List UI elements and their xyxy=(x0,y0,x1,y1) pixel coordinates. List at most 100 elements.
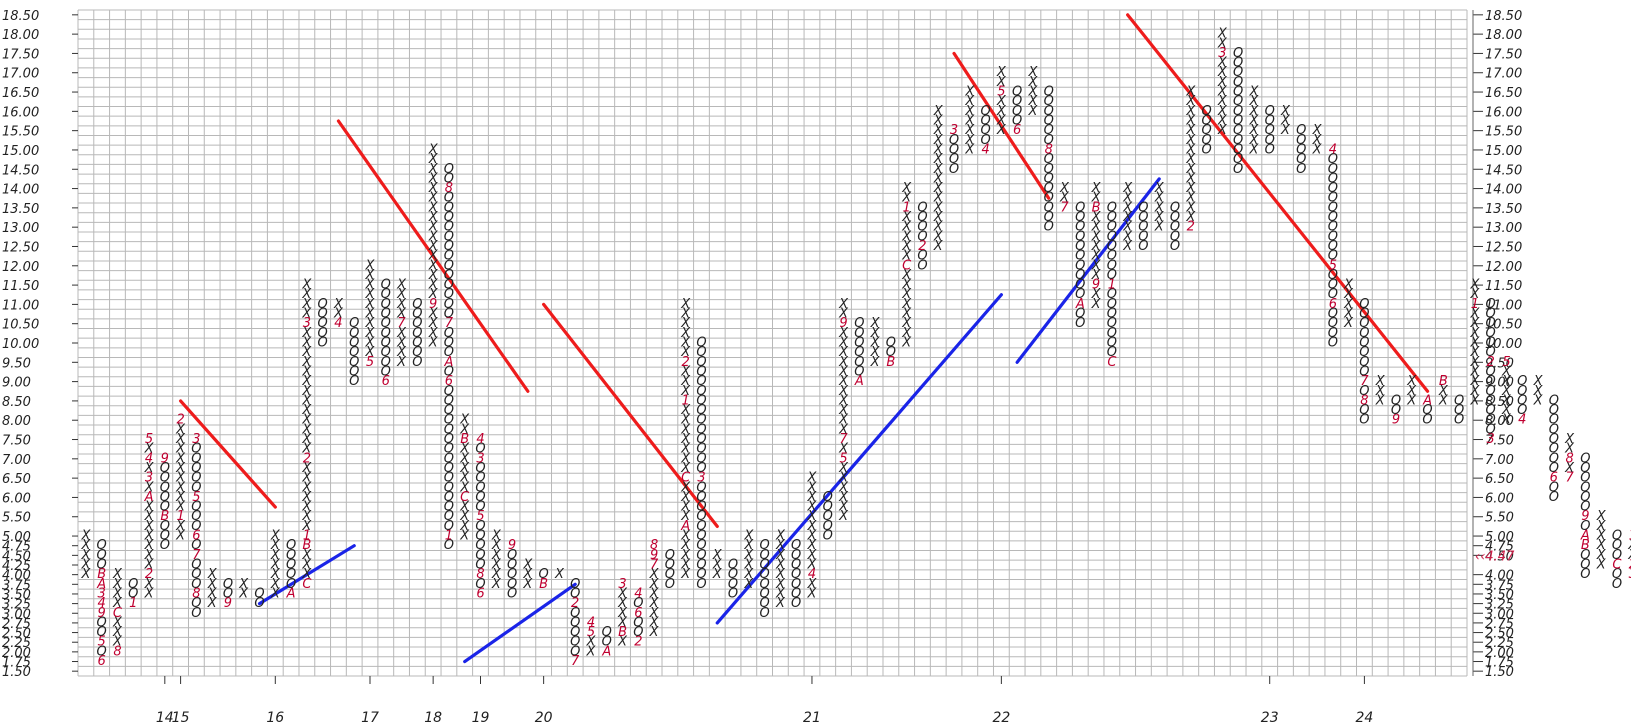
x-box: X xyxy=(365,268,376,283)
x-box: X xyxy=(901,249,912,264)
o-box: O xyxy=(507,548,517,563)
x-box: X xyxy=(1533,374,1544,389)
x-box: X xyxy=(933,220,944,235)
o-box: O xyxy=(696,364,706,379)
x-box: X xyxy=(301,432,312,447)
month-marker: 5 xyxy=(366,355,374,370)
month-marker: 7 xyxy=(192,548,201,563)
x-box: X xyxy=(1122,229,1133,244)
x-box: X xyxy=(144,509,155,524)
x-box: X xyxy=(712,567,723,582)
x-box: X xyxy=(144,442,155,457)
x-box: X xyxy=(428,239,439,254)
month-marker: 5 xyxy=(997,85,1005,100)
x-box: X xyxy=(775,586,786,601)
x-box: X xyxy=(1469,307,1480,322)
month-marker: A xyxy=(286,586,296,601)
o-box: O xyxy=(381,278,391,293)
x-box: X xyxy=(964,123,975,138)
month-marker: 5 xyxy=(192,490,200,505)
x-box: X xyxy=(301,287,312,302)
o-box: O xyxy=(1012,114,1022,129)
o-box: O xyxy=(191,480,201,495)
o-box: O xyxy=(1612,529,1622,544)
o-box: O xyxy=(1296,152,1306,167)
o-box: O xyxy=(1107,258,1117,273)
x-box: X xyxy=(1564,432,1575,447)
x-box: X xyxy=(680,374,691,389)
x-box: X xyxy=(1217,114,1228,129)
y-tick-label: 5.00 xyxy=(1485,530,1514,545)
o-box: O xyxy=(349,364,359,379)
x-box: X xyxy=(428,326,439,341)
x-box: X xyxy=(743,577,754,592)
x-box: X xyxy=(807,558,818,573)
x-box: X xyxy=(112,567,123,582)
x-box: X xyxy=(428,200,439,215)
x-box: X xyxy=(301,509,312,524)
o-box: O xyxy=(570,586,580,601)
x-box: X xyxy=(301,278,312,293)
month-marker: 2 xyxy=(176,413,184,428)
o-box: O xyxy=(1075,307,1085,322)
o-box: O xyxy=(444,307,454,322)
o-box: O xyxy=(1328,316,1338,331)
x-box: X xyxy=(964,114,975,129)
x-box: X xyxy=(680,336,691,351)
o-box: O xyxy=(191,500,201,515)
x-box: X xyxy=(838,442,849,457)
x-box: X xyxy=(933,191,944,206)
o-box: O xyxy=(823,529,833,544)
x-box: X xyxy=(838,326,849,341)
o-box: O xyxy=(475,471,485,486)
o-box: O xyxy=(475,577,485,592)
x-box: X xyxy=(1217,123,1228,138)
x-box: X xyxy=(680,403,691,418)
o-box: O xyxy=(570,635,580,650)
o-box: O xyxy=(1549,422,1559,437)
x-box: X xyxy=(1312,123,1323,138)
o-box: O xyxy=(475,480,485,495)
o-box: O xyxy=(444,220,454,235)
o-box: O xyxy=(318,326,328,341)
y-tick-label: 9.50 xyxy=(1485,356,1514,371)
y-tick-label: 16.50 xyxy=(2,86,39,101)
y-tick-label: 15.00 xyxy=(1485,144,1522,159)
x-box: X xyxy=(680,297,691,312)
month-marker: C xyxy=(460,490,470,505)
x-box: X xyxy=(365,287,376,302)
x-box: X xyxy=(428,268,439,283)
x-box: X xyxy=(301,384,312,399)
o-box: O xyxy=(696,461,706,476)
x-box: X xyxy=(680,442,691,457)
month-marker: 8 xyxy=(650,538,658,553)
y-tick-label: 13.00 xyxy=(1485,221,1522,236)
y-tick-label: 2.75 xyxy=(2,617,31,632)
month-marker: 6 xyxy=(1550,471,1558,486)
o-box: O xyxy=(1486,336,1496,351)
month-marker: 8 xyxy=(192,586,200,601)
o-box: O xyxy=(1454,413,1464,428)
x-box: X xyxy=(301,393,312,408)
o-box: O xyxy=(444,490,454,505)
x-box: X xyxy=(1122,210,1133,225)
x-box: X xyxy=(775,548,786,563)
month-marker: 3 xyxy=(476,451,484,466)
o-box: O xyxy=(1201,133,1211,148)
x-box: X xyxy=(712,548,723,563)
o-box: O xyxy=(1580,548,1590,563)
o-box: O xyxy=(223,586,233,601)
y-tick-label: 13.50 xyxy=(2,202,39,217)
resistance-line xyxy=(1126,13,1430,393)
x-box: X xyxy=(1469,278,1480,293)
x-box: X xyxy=(1185,171,1196,186)
o-box: O xyxy=(381,364,391,379)
o-box: O xyxy=(1486,307,1496,322)
o-box: O xyxy=(854,316,864,331)
x-box: X xyxy=(901,326,912,341)
trendlines xyxy=(178,13,1430,664)
x-box: X xyxy=(1122,239,1133,254)
o-box: O xyxy=(1580,451,1590,466)
month-marker: B xyxy=(97,567,106,582)
o-box: O xyxy=(444,422,454,437)
